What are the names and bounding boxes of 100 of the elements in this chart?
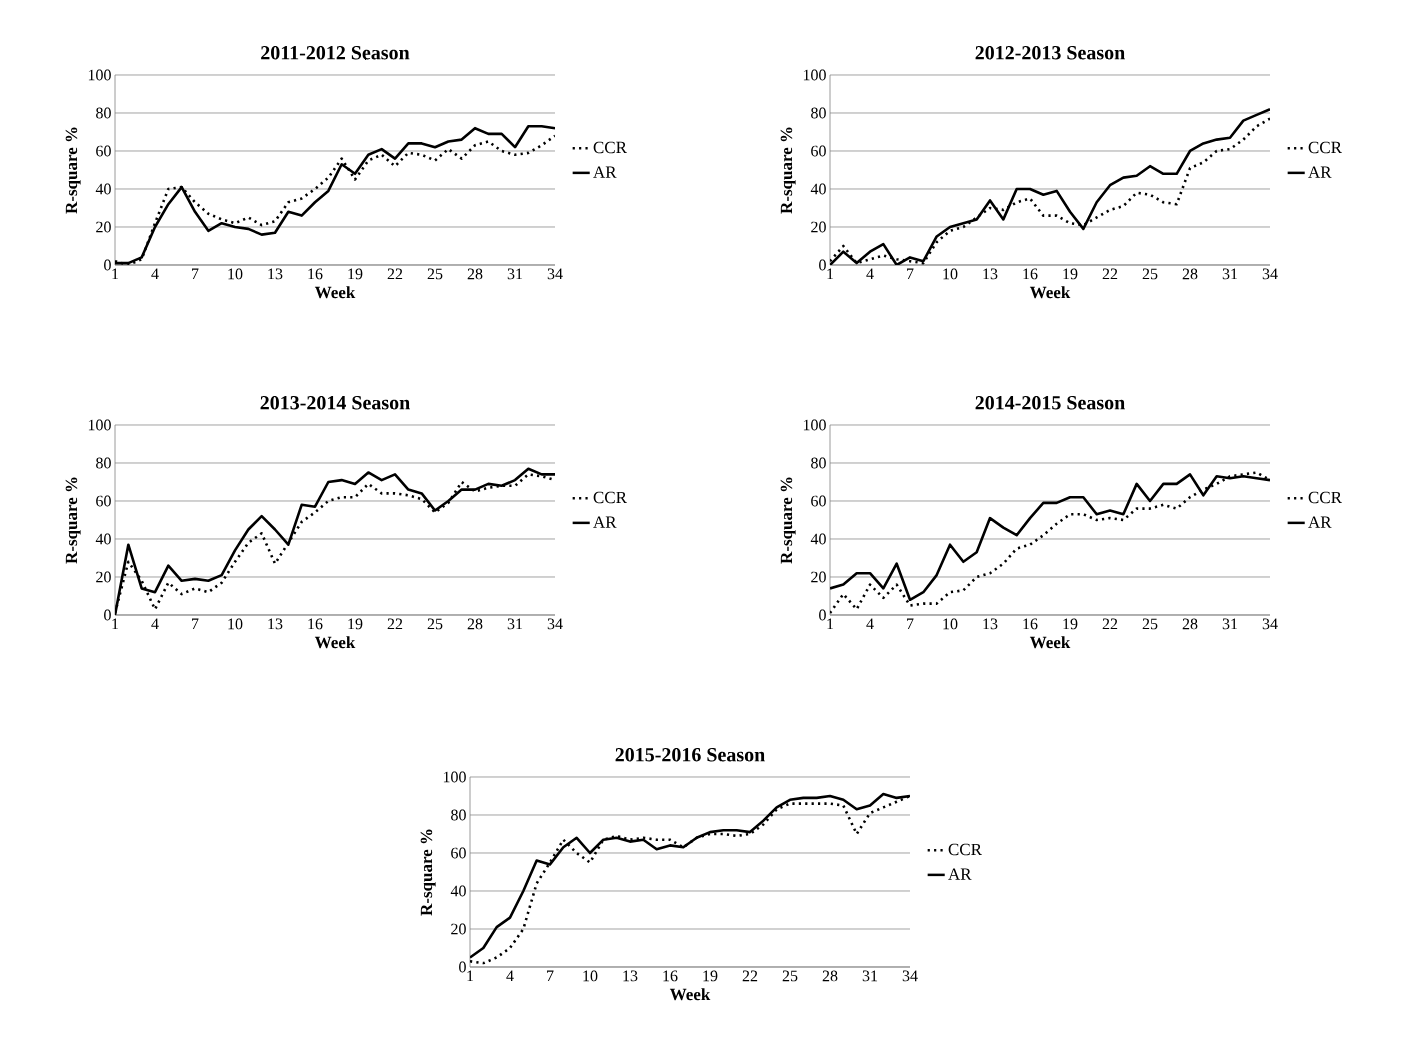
x-tick-label: 22 — [1102, 268, 1118, 280]
x-tick-label: 13 — [983, 618, 998, 630]
x-tick-label: 1 — [827, 618, 834, 630]
x-tick-label: 7 — [907, 268, 914, 279]
x-tick-label: 10 — [943, 618, 958, 630]
y-tick-label: 40 — [810, 183, 826, 195]
x-tick-label: 16 — [308, 268, 323, 280]
x-tick-label: 4 — [506, 970, 514, 982]
x-tick-label: 25 — [1142, 268, 1158, 280]
x-tick-label: 22 — [387, 618, 403, 630]
y-tick-label: 60 — [811, 495, 826, 507]
chart-title: 2013-2014 Season — [260, 395, 410, 410]
legend-label: AR — [1308, 516, 1332, 528]
y-tick-label: 20 — [96, 571, 111, 583]
x-tick-label: 34 — [1262, 618, 1278, 630]
y-tick-label: 80 — [811, 107, 826, 119]
y-axis-title: R-square % — [780, 127, 796, 214]
x-tick-label: 7 — [907, 618, 914, 629]
x-tick-label: 25 — [782, 970, 798, 982]
x-tick-label: 31 — [507, 268, 523, 280]
x-tick-label: 1 — [467, 970, 474, 982]
x-tick-label: 19 — [1063, 268, 1078, 280]
y-tick-label: 100 — [88, 69, 111, 81]
y-tick-label: 20 — [811, 571, 826, 583]
x-tick-label: 34 — [547, 268, 563, 280]
x-tick-label: 28 — [467, 618, 483, 630]
legend-label: AR — [593, 166, 617, 178]
y-tick-label: 60 — [451, 847, 466, 859]
x-tick-label: 25 — [1142, 618, 1158, 630]
y-tick-label: 40 — [450, 885, 466, 897]
y-axis-title: R-square % — [780, 477, 796, 564]
x-tick-label: 19 — [348, 268, 363, 280]
y-tick-label: 60 — [96, 145, 111, 157]
x-tick-label: 4 — [151, 268, 159, 280]
x-tick-label: 22 — [742, 970, 758, 982]
legend-label: CCR — [593, 141, 627, 154]
legend-label: CCR — [1308, 491, 1342, 504]
y-tick-label: 80 — [451, 809, 466, 821]
x-tick-label: 1 — [112, 618, 119, 630]
x-tick-label: 7 — [192, 268, 199, 279]
legend-label: AR — [1308, 166, 1332, 178]
x-tick-label: 22 — [387, 268, 403, 280]
y-tick-label: 80 — [96, 457, 111, 469]
x-tick-label: 13 — [983, 268, 998, 280]
chart-title: 2012-2013 Season — [975, 45, 1125, 60]
x-tick-label: 28 — [1182, 268, 1198, 280]
y-axis-title: R-square % — [65, 477, 81, 564]
y-tick-label: 0 — [819, 259, 826, 271]
x-tick-label: 31 — [1222, 268, 1238, 280]
y-tick-label: 100 — [803, 419, 826, 431]
y-tick-label: 60 — [96, 495, 111, 507]
x-tick-label: 10 — [228, 618, 243, 630]
y-tick-label: 100 — [443, 771, 466, 783]
chart-title: 2011-2012 Season — [261, 45, 410, 60]
x-axis-title: Week — [669, 988, 711, 1001]
x-tick-label: 31 — [1222, 618, 1238, 630]
y-tick-label: 20 — [811, 221, 826, 233]
y-tick-label: 80 — [96, 107, 111, 119]
legend-label: CCR — [593, 491, 627, 504]
y-axis-title: R-square % — [65, 127, 81, 214]
x-tick-label: 34 — [1262, 268, 1278, 280]
y-tick-label: 100 — [803, 69, 826, 81]
legend-label: AR — [948, 868, 972, 880]
x-tick-label: 31 — [862, 970, 878, 982]
x-axis-title: Week — [314, 286, 356, 299]
x-tick-label: 13 — [268, 268, 283, 280]
x-tick-label: 7 — [192, 618, 199, 629]
chart-title: 2015-2016 Season — [615, 747, 765, 762]
y-tick-label: 40 — [95, 533, 111, 545]
x-tick-label: 16 — [1023, 618, 1038, 630]
y-tick-label: 0 — [104, 259, 111, 271]
x-tick-label: 25 — [427, 618, 443, 630]
x-tick-label: 28 — [1182, 618, 1198, 630]
y-tick-label: 0 — [819, 609, 826, 621]
x-tick-label: 13 — [268, 618, 283, 630]
legend-label: AR — [593, 516, 617, 528]
y-tick-label: 40 — [810, 533, 826, 545]
y-tick-label: 100 — [88, 419, 111, 431]
x-tick-label: 34 — [902, 970, 918, 982]
x-tick-label: 25 — [427, 268, 443, 280]
y-tick-label: 40 — [95, 183, 111, 195]
y-tick-label: 60 — [811, 145, 826, 157]
x-tick-label: 10 — [943, 268, 958, 280]
legend-label: CCR — [948, 843, 982, 856]
x-axis-title: Week — [314, 636, 356, 649]
x-tick-label: 19 — [1063, 618, 1078, 630]
y-tick-label: 80 — [811, 457, 826, 469]
x-tick-label: 19 — [703, 970, 718, 982]
y-tick-label: 0 — [459, 961, 466, 973]
x-tick-label: 34 — [547, 618, 563, 630]
x-tick-label: 16 — [308, 618, 323, 630]
x-tick-label: 7 — [547, 970, 554, 982]
y-tick-label: 20 — [96, 221, 111, 233]
y-axis-title: R-square % — [420, 829, 436, 916]
x-tick-label: 22 — [1102, 618, 1118, 630]
legend-label: CCR — [1308, 141, 1342, 154]
x-tick-label: 16 — [1023, 268, 1038, 280]
y-tick-label: 0 — [104, 609, 111, 621]
x-tick-label: 10 — [228, 268, 243, 280]
chart-title: 2014-2015 Season — [975, 395, 1125, 410]
